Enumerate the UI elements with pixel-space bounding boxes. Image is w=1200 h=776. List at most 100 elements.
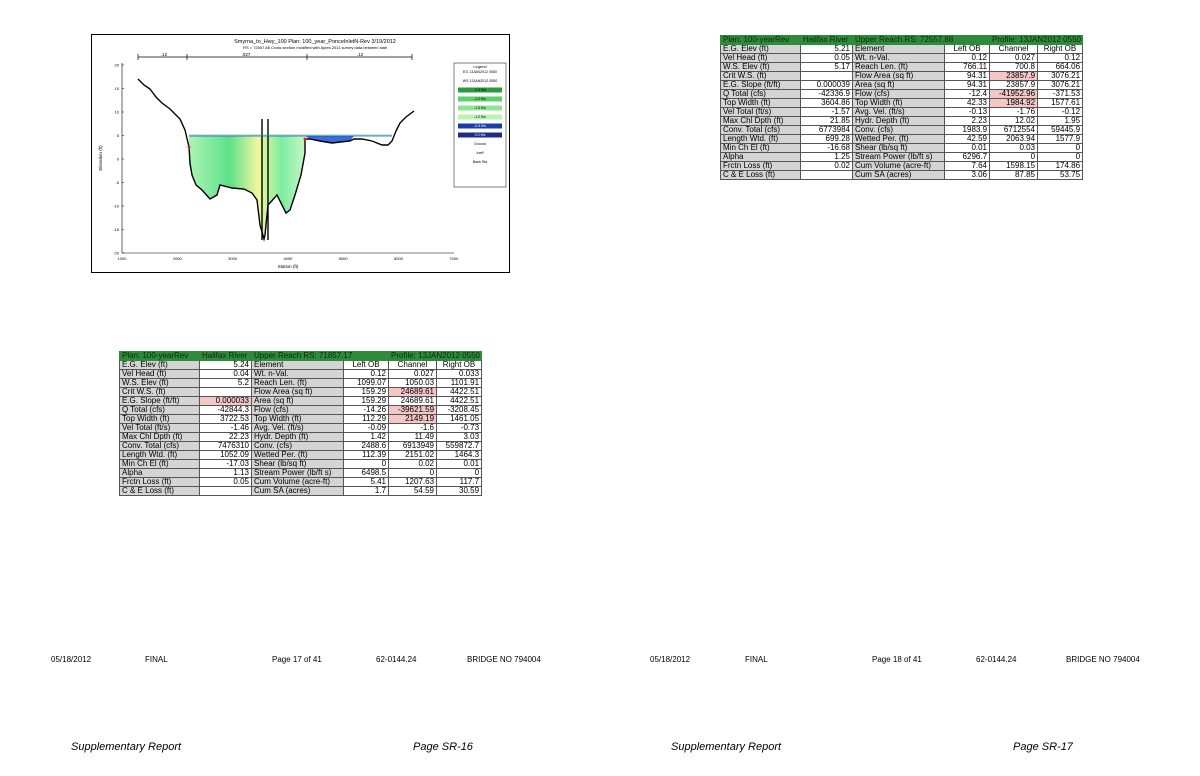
table-cell-element: Element — [852, 44, 945, 54]
hec-table-top: Plan: 100-yearRev Halifax River Upper Reac… — [720, 35, 1084, 180]
legend-title: Legend — [473, 64, 486, 69]
cross-section-figure: Smyrna_to_Hwy_100 Plan: 100_year_PonceIn… — [91, 34, 510, 273]
table-row: C & E Loss (ft) Cum SA (acres) 1.7 54.59 30.… — [119, 486, 483, 496]
table-row: C & E Loss (ft) Cum SA (acres) 3.06 87.85 53… — [720, 170, 1084, 180]
table-cell-right: 1101.91 — [436, 378, 483, 388]
table-cell-left: 42.33 — [943, 98, 991, 108]
table-header-cell: Upper Reach RS: 72557.88 — [851, 35, 991, 45]
table-cell-label: Crit W.S. (ft) — [720, 71, 801, 81]
table-cell-right: 117.7 — [436, 477, 483, 487]
y-tick-label: -5 — [115, 180, 119, 185]
table-cell-left: 0.01 — [943, 143, 991, 153]
table-cell-label: Frctn Loss (ft) — [119, 477, 200, 487]
table-row: Max Chl Dpth (ft) 21.85 Hydr. Depth (ft) 2.… — [720, 116, 1084, 126]
table-cell-label: Frctn Loss (ft) — [720, 161, 801, 171]
bank-station-left — [187, 145, 191, 149]
table-row: Q Total (cfs) -42844.3 Flow (cfs) -14.26 -39… — [119, 405, 483, 415]
table-cell-channel: -41952.96 — [989, 89, 1039, 99]
table-row: Vel Total (ft/s) -1.46 Avg. Vel. (ft/s) -0.… — [119, 423, 483, 433]
table-cell-left: 0.12 — [943, 53, 991, 63]
legend-item: -1.0 ft/s — [474, 115, 486, 119]
table-cell-channel: 0 — [388, 468, 438, 478]
table-cell-channel: 6913949 — [388, 441, 438, 451]
table-cell-right: 0.01 — [436, 459, 483, 469]
y-tick-label: 15 — [115, 86, 120, 91]
table-cell-left: 3.06 — [943, 170, 991, 180]
table-cell-value: 0.000039 — [800, 80, 853, 90]
table-cell-right: -3208.45 — [436, 405, 483, 415]
table-cell-left: -12.4 — [943, 89, 991, 99]
table-cell-label: Max Chl Dpth (ft) — [119, 432, 200, 442]
n-value-bars — [137, 54, 413, 60]
y-tick-label: -20 — [113, 251, 120, 256]
table-row: Length Wtd. (ft) 699.28 Wetted Per. (ft) 42… — [720, 134, 1084, 144]
table-cell-element: Top Width (ft) — [251, 414, 344, 424]
table-cell-channel: 1050.03 — [388, 378, 438, 388]
legend-items: EG 13JAN2012 0550 WS 13JAN2012 0550 -2.5 f… — [458, 64, 502, 164]
table-cell-label: E.G. Slope (ft/ft) — [119, 396, 200, 406]
table-cell-channel: -1.76 — [989, 107, 1039, 117]
table-row: Vel Head (ft) 0.04 Wt. n-Val. 0.12 0.027 0.03… — [119, 369, 483, 379]
table-cell-left: 766.11 — [943, 62, 991, 72]
table-cell-element: Area (sq ft) — [251, 396, 344, 406]
footer-left-bridge: BRIDGE NO 794004 — [467, 655, 541, 664]
report-right-title: Supplementary Report — [671, 741, 782, 753]
table-cell-label: Conv. Total (cfs) — [119, 441, 200, 451]
table-cell-channel: 1207.63 — [388, 477, 438, 487]
footer-left-project: 62-0144.24 — [376, 655, 417, 664]
table-cell-element: Flow (cfs) — [852, 89, 945, 99]
table-cell-label: Length Wtd. (ft) — [119, 450, 200, 460]
table-cell-right: 1.95 — [1037, 116, 1084, 126]
y-axis-label: Elevation (ft) — [98, 145, 103, 171]
table-cell-left: 5.41 — [342, 477, 390, 487]
table-cell-element: Hydr. Depth (ft) — [251, 432, 344, 442]
table-cell-left: 2.23 — [943, 116, 991, 126]
report-left-title: Supplementary Report — [71, 741, 182, 753]
table-cell-value — [800, 71, 853, 81]
table-cell-left: 1.7 — [342, 486, 390, 496]
table-cell-channel: 0.03 — [989, 143, 1039, 153]
table-cell-left: 2488.6 — [342, 441, 390, 451]
bank-station-right — [303, 137, 307, 141]
table-cell-channel: 2149.19 — [388, 414, 438, 424]
table-cell-channel: 54.59 — [388, 486, 438, 496]
table-cell-left: 42.59 — [943, 134, 991, 144]
table-cell-left: 1983.9 — [943, 125, 991, 135]
table-cell-value: -16.68 — [800, 143, 853, 153]
legend-item: Bank Sta — [473, 160, 488, 164]
table-cell-right: 0 — [436, 468, 483, 478]
table-cell-channel: Channel — [989, 44, 1039, 54]
footer-right-page: Page 18 of 41 — [872, 655, 922, 664]
footer-left-status: FINAL — [145, 655, 168, 664]
table-header-cell: Plan: 100-yearRev — [720, 35, 801, 45]
table-header-cell: Upper Reach RS: 71857.17 — [250, 351, 390, 361]
report-left-page: Page SR-16 — [413, 741, 473, 753]
table-cell-right: 0 — [1037, 152, 1084, 162]
table-row: Vel Head (ft) 0.05 Wt. n-Val. 0.12 0.027 0.12 — [720, 53, 1084, 63]
table-cell-value: 0.05 — [199, 477, 252, 487]
table-cell-label: Vel Total (ft/s) — [119, 423, 200, 433]
table-cell-left: 0 — [342, 459, 390, 469]
table-cell-right: 0.033 — [436, 369, 483, 379]
footer-left-date: 05/18/2012 — [51, 655, 92, 664]
table-cell-element: Element — [251, 360, 344, 370]
table-cell-left: 159.29 — [342, 387, 390, 397]
table-cell-right: 174.86 — [1037, 161, 1084, 171]
table-cell-element: Shear (lb/sq ft) — [852, 143, 945, 153]
table-row: Top Width (ft) 3722.53 Top Width (ft) 112.2… — [119, 414, 483, 424]
table-row: Min Ch El (ft) -16.68 Shear (lb/sq ft) 0.01… — [720, 143, 1084, 153]
table-header-cell: Profile: 13JAN2012 0550 — [989, 35, 1084, 45]
table-cell-element: Stream Power (lb/ft s) — [852, 152, 945, 162]
footer-right-bridge: BRIDGE NO 794004 — [1066, 655, 1140, 664]
table-cell-element: Cum SA (acres) — [852, 170, 945, 180]
table-cell-value: 1052.09 — [199, 450, 252, 460]
table-cell-right: 664.06 — [1037, 62, 1084, 72]
table-row: E.G. Elev (ft) 5.24 Element Left OB Channel R… — [119, 360, 483, 370]
table-row: Alpha 1.25 Stream Power (lb/ft s) 6296.7 0 0 — [720, 152, 1084, 162]
ground-line — [137, 78, 415, 242]
legend: EG 13JAN2012 0550 WS 13JAN2012 0550 -2.5 f… — [453, 62, 507, 188]
table-cell-element: Hydr. Depth (ft) — [852, 116, 945, 126]
table-cell-left: 6296.7 — [943, 152, 991, 162]
table-cell-left: Left OB — [342, 360, 390, 370]
table-cell-left: -0.09 — [342, 423, 390, 433]
